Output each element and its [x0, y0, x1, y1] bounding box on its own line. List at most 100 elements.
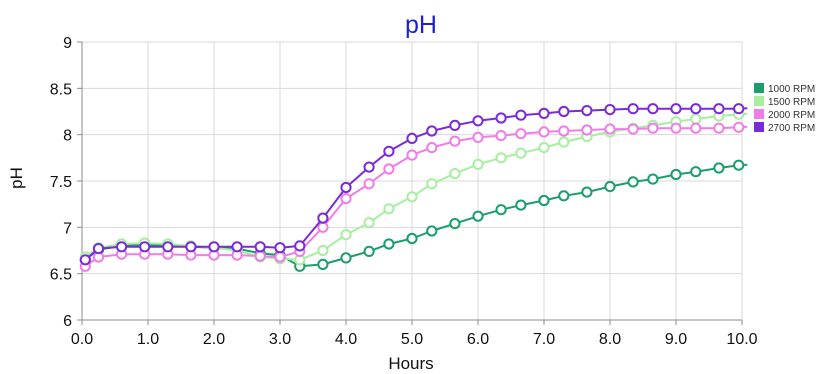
data-point	[406, 132, 418, 144]
data-point	[558, 105, 570, 118]
data-point	[317, 244, 329, 257]
y-tick-label: 7	[63, 220, 72, 237]
legend-swatch	[754, 122, 764, 132]
data-point	[604, 123, 616, 135]
data-point	[690, 103, 702, 115]
y-tick-label: 9	[63, 35, 72, 52]
data-point	[733, 121, 745, 133]
data-point	[690, 122, 702, 134]
x-axis-title: Hours	[388, 354, 433, 373]
data-point	[472, 158, 484, 170]
data-point	[185, 241, 197, 253]
tick-labels: 0.0 1.0 2.0 3.0 4.0 5.0 6.0 7.0 8.0 9.0 10.0 6 6.5 7 7…	[50, 35, 758, 348]
data-point	[495, 152, 507, 164]
legend: 1000 RPM 1500 RPM 2000 RPM 2700 RPM	[754, 83, 815, 134]
y-tick-label: 7.5	[50, 174, 72, 191]
data-point	[317, 258, 329, 270]
data-point	[604, 181, 616, 193]
data-point	[690, 113, 702, 125]
data-point	[363, 245, 375, 257]
series-2700-rpm	[79, 103, 748, 266]
legend-label: 2000 RPM	[768, 110, 815, 121]
data-point	[274, 242, 286, 254]
data-point	[472, 210, 484, 222]
data-point	[139, 241, 151, 253]
data-point	[627, 103, 639, 115]
data-point	[495, 204, 507, 216]
x-tick-label: 6.0	[467, 331, 489, 348]
x-tick-label: 1.0	[137, 331, 159, 348]
data-point	[713, 122, 725, 134]
y-tick-label: 6.5	[50, 267, 72, 284]
series-2000-rpm	[79, 121, 748, 272]
data-point	[426, 178, 438, 190]
data-point	[383, 163, 395, 175]
series-group	[79, 103, 748, 272]
axes	[77, 41, 743, 325]
data-point	[670, 168, 682, 181]
data-point	[406, 232, 418, 245]
y-tick-label: 8.5	[50, 81, 72, 98]
legend-label: 2700 RPM	[768, 123, 815, 134]
data-point	[538, 107, 550, 120]
data-point	[538, 142, 550, 154]
data-point	[647, 103, 659, 115]
data-point	[558, 125, 570, 137]
data-point	[231, 241, 243, 253]
data-point	[713, 162, 725, 174]
data-point	[670, 122, 682, 134]
data-point	[254, 241, 266, 253]
data-point	[340, 181, 352, 194]
data-point	[627, 176, 639, 188]
data-point	[647, 173, 659, 185]
data-point	[383, 145, 395, 157]
x-tick-label: 7.0	[533, 331, 555, 348]
legend-swatch	[754, 83, 764, 93]
x-tick-label: 3.0	[269, 331, 291, 348]
legend-label: 1000 RPM	[768, 84, 815, 95]
data-point	[581, 186, 593, 198]
data-point	[426, 225, 438, 237]
data-point	[538, 126, 550, 138]
data-point	[495, 112, 507, 124]
data-point	[317, 221, 329, 233]
data-point	[363, 178, 375, 190]
data-point	[340, 252, 352, 264]
data-point	[294, 240, 306, 252]
data-point	[383, 238, 395, 250]
x-tick-label: 9.0	[665, 331, 687, 348]
data-point	[449, 168, 461, 180]
data-point	[340, 193, 352, 205]
data-point	[515, 109, 527, 121]
data-point	[515, 199, 527, 211]
x-tick-label: 0.0	[71, 331, 93, 348]
data-point	[713, 103, 725, 115]
legend-label: 1500 RPM	[768, 97, 815, 108]
data-point	[383, 203, 395, 215]
data-point	[79, 254, 91, 266]
data-point	[274, 251, 286, 263]
data-point	[515, 147, 527, 159]
data-point	[670, 103, 682, 115]
data-point	[495, 130, 507, 142]
data-point	[116, 241, 128, 253]
y-tick-label: 6	[63, 313, 72, 330]
x-tick-label: 4.0	[335, 331, 357, 348]
data-point	[733, 103, 745, 115]
data-point	[449, 135, 461, 147]
data-point	[733, 159, 745, 171]
data-point	[426, 125, 438, 137]
data-point	[538, 194, 550, 207]
data-point	[581, 124, 593, 136]
x-tick-label: 8.0	[599, 331, 621, 348]
y-tick-label: 8	[63, 128, 72, 145]
data-point	[363, 217, 375, 229]
data-point	[254, 250, 266, 262]
data-point	[627, 123, 639, 135]
y-axis-title: pH	[7, 167, 26, 189]
data-point	[558, 190, 570, 202]
data-point	[317, 212, 329, 224]
data-point	[647, 122, 659, 134]
